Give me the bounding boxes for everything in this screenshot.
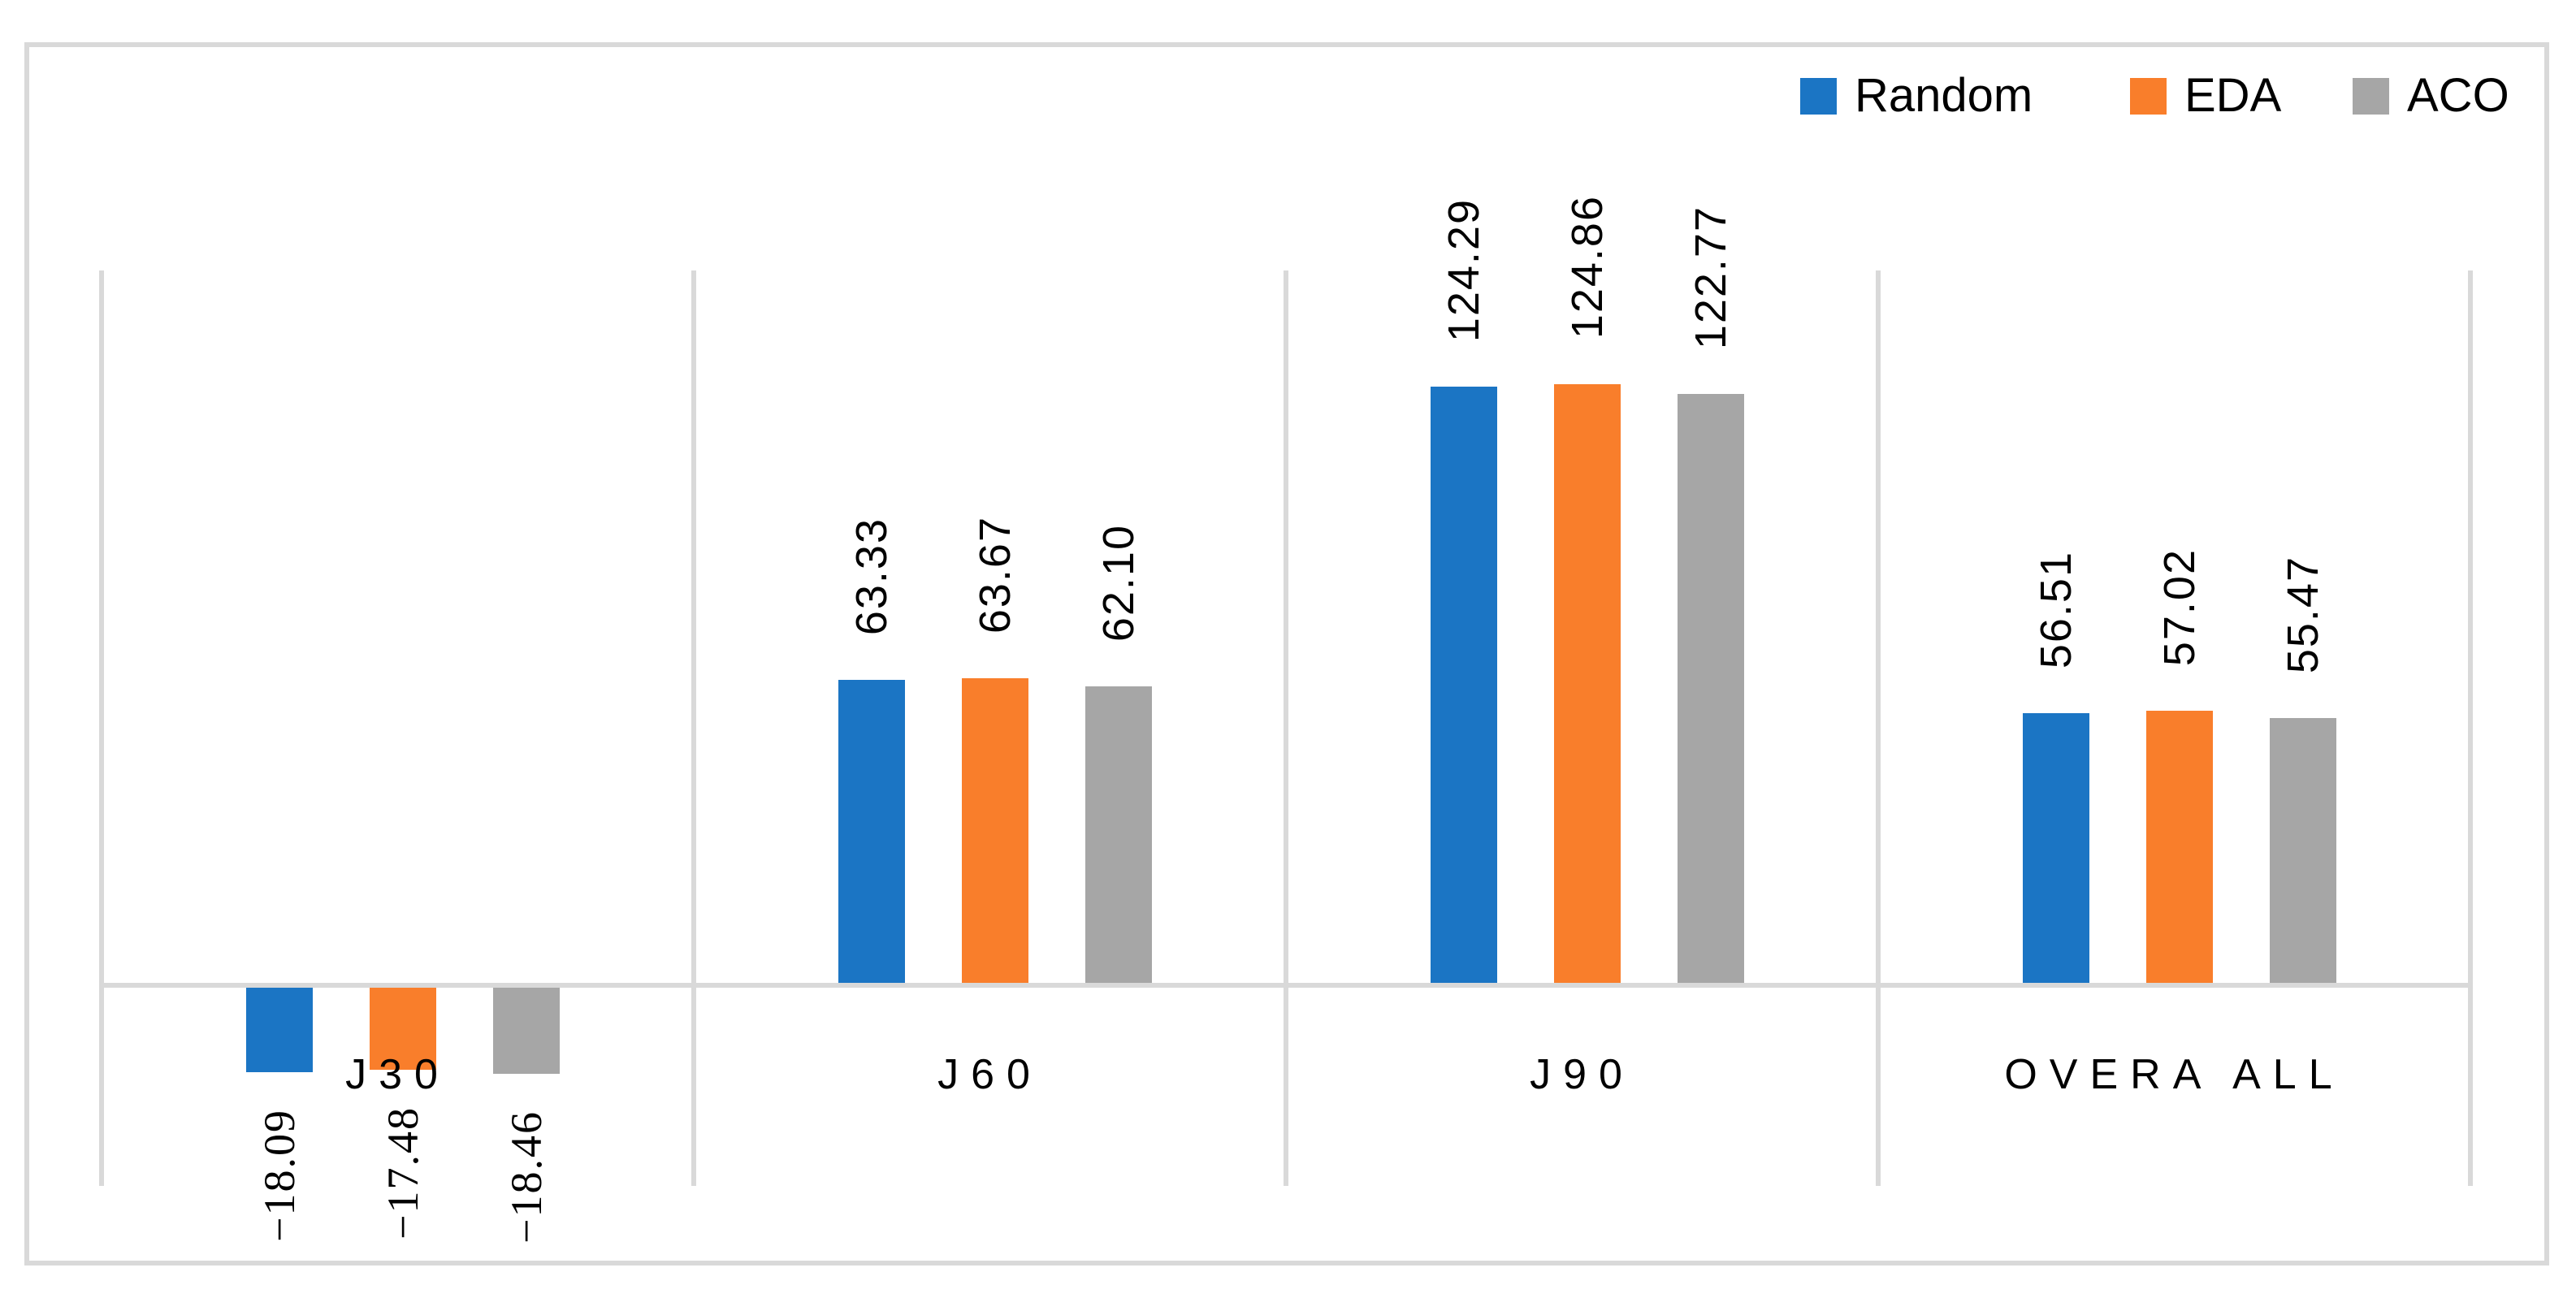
category-gridline: [99, 270, 104, 1186]
legend-swatch-random-icon: [1800, 77, 1837, 115]
category-axis-line: [102, 983, 2470, 988]
legend-item-random: Random: [1800, 71, 2033, 120]
data-label: −17.48: [378, 1105, 427, 1240]
legend-label: ACO: [2407, 69, 2509, 122]
bar-aco-j90: [1677, 393, 1744, 985]
chart-border: [24, 42, 2549, 1266]
bar-eda-j30: [369, 985, 436, 1070]
legend-label: EDA: [2184, 69, 2282, 122]
bar-aco-j60: [1085, 686, 1152, 985]
data-label: 124.29: [1439, 197, 1488, 342]
bar-random-overaall: [2022, 712, 2089, 985]
data-label: 124.86: [1562, 195, 1612, 340]
bar-random-j30: [245, 985, 313, 1073]
data-label: 57.02: [2154, 547, 2204, 666]
category-gridline: [2468, 270, 2473, 1186]
data-label: 63.67: [970, 516, 1020, 634]
legend-item-aco: ACO: [2353, 71, 2509, 120]
data-label: −18.46: [501, 1110, 551, 1244]
category-label-j60: J60: [937, 1051, 1042, 1098]
legend-swatch-aco-icon: [2353, 77, 2389, 115]
bar-aco-overaall: [2269, 718, 2336, 985]
data-label: −18.09: [254, 1109, 304, 1243]
category-gridline: [1876, 270, 1881, 1186]
legend-label: Random: [1855, 69, 2033, 122]
bar-eda-overaall: [2145, 710, 2213, 985]
bar-aco-j30: [492, 985, 560, 1075]
bar-random-j60: [838, 680, 905, 985]
bar-eda-j90: [1553, 383, 1621, 985]
category-gridline: [1284, 270, 1288, 1186]
bar-random-j90: [1430, 386, 1497, 985]
bar-eda-j60: [961, 678, 1028, 985]
category-gridline: [691, 270, 696, 1186]
data-label: 63.33: [846, 517, 896, 636]
legend-item-eda: EDA: [2130, 71, 2281, 120]
data-label: 55.47: [2278, 555, 2327, 674]
data-label: 122.77: [1686, 205, 1735, 349]
data-label: 56.51: [2031, 550, 2080, 668]
category-label-j30: J30: [345, 1051, 450, 1098]
legend-swatch-eda-icon: [2130, 77, 2167, 115]
data-label: 62.10: [1093, 523, 1143, 642]
category-label-overaall: OVERA ALL: [2004, 1051, 2344, 1098]
category-label-j90: J90: [1530, 1051, 1634, 1098]
